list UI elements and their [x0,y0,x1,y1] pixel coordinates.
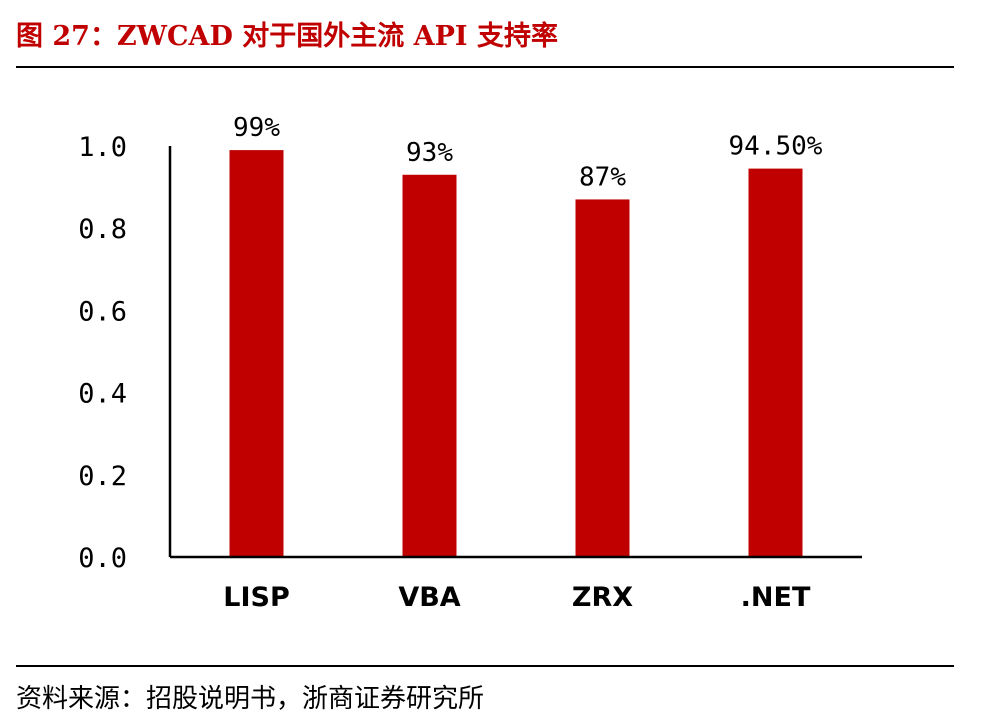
bar-zrx [575,199,630,557]
data-label: 94.50% [729,132,823,162]
x-axis: LISP VBA ZRX .NET [170,555,862,613]
y-tick-label: 0.4 [78,379,127,410]
bars: 99% 93% 87% 94.50% [229,113,823,558]
y-tick-label: 0.8 [78,214,127,245]
data-label: 87% [579,162,626,192]
y-tick-label: 0.6 [78,296,127,327]
category-label: VBA [398,582,460,613]
category-label: ZRX [572,582,633,613]
y-tick-label: 0.0 [78,543,127,574]
data-label: 93% [406,138,453,168]
bar-net [748,168,803,558]
data-label: 99% [233,113,280,143]
figure-title: 图 27：ZWCAD 对于国外主流 API 支持率 [16,21,558,52]
bottom-rule [16,665,954,667]
source-note: 资料来源：招股说明书，浙商证券研究所 [16,684,485,714]
y-axis: 0.0 0.2 0.4 0.6 0.8 1.0 [78,132,172,574]
y-tick-label: 1.0 [78,132,127,163]
top-rule [16,66,954,68]
bar-lisp [229,150,284,558]
category-label: .NET [741,582,811,613]
y-tick-label: 0.2 [78,461,127,492]
category-label: LISP [223,582,290,613]
bar-vba [402,174,457,557]
